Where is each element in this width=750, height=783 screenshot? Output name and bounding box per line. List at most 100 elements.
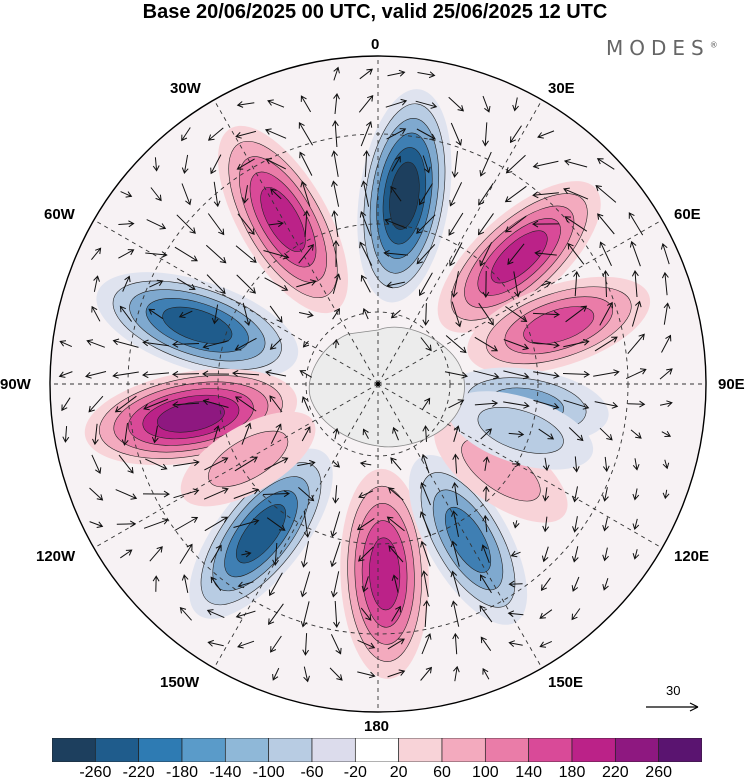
wind-arrow: [210, 576, 222, 591]
lon-label-60w: 60W: [44, 206, 75, 223]
wind-arrow: [384, 218, 407, 229]
wind-arrow: [452, 632, 460, 655]
wind-arrow: [151, 425, 159, 444]
wind-arrow: [660, 242, 670, 265]
wind-arrow: [451, 151, 459, 178]
brand-name: MODES: [606, 36, 710, 60]
wind-arrow: [237, 640, 255, 649]
wind-arrow: [118, 249, 135, 259]
wind-arrow: [542, 487, 550, 502]
wind-arrow: [416, 128, 436, 140]
wind-arrow: [418, 183, 433, 206]
wind-arrow: [563, 158, 588, 168]
wind-arrow: [567, 242, 585, 265]
south-pole-dot: [375, 381, 381, 387]
wind-arrow: [479, 151, 492, 177]
wind-arrow: [236, 274, 256, 294]
wind-arrow: [482, 122, 489, 147]
wind-arrow: [416, 214, 436, 234]
wind-arrow: [415, 100, 438, 109]
anomaly-negative: [448, 391, 594, 470]
wind-arrow: [358, 94, 374, 113]
wind-arrow: [142, 371, 170, 379]
wind-arrow: [267, 99, 285, 108]
wind-arrow: [332, 240, 340, 267]
wind-arrow: [149, 279, 164, 288]
wind-arrow: [181, 127, 191, 142]
wind-arrow: [362, 428, 369, 439]
wind-arrow: [420, 540, 431, 567]
wind-arrow: [298, 244, 314, 264]
wind-arrow: [599, 301, 613, 326]
wind-arrow: [269, 220, 284, 228]
wind-arrow: [632, 549, 640, 560]
wind-arrow: [268, 603, 284, 625]
wind-arrow: [450, 122, 462, 146]
wind-arrow: [332, 338, 340, 349]
wind-arrow: [115, 489, 138, 500]
map-border: [49, 55, 707, 713]
anomaly-positive: [467, 276, 651, 374]
wind-arrow: [302, 340, 310, 348]
wind-arrow: [118, 454, 134, 474]
colorbar-tick-label: 60: [433, 764, 451, 781]
wind-arrow: [473, 370, 500, 380]
reference-vector-label: 30: [666, 683, 681, 698]
wind-arrow: [507, 610, 524, 618]
wind-arrow: [571, 576, 580, 592]
wind-arrow: [449, 242, 463, 267]
wind-arrow: [532, 160, 559, 169]
wind-arrow: [173, 459, 200, 467]
wind-arrow: [93, 275, 100, 292]
wind-arrow: [233, 487, 260, 499]
wind-arrow: [630, 429, 642, 439]
wind-arrow: [172, 340, 200, 348]
wind-arrow: [448, 212, 464, 236]
wind-arrow: [419, 511, 432, 537]
wind-arrow: [451, 271, 459, 298]
wind-arrow: [236, 101, 255, 108]
wind-arrow: [568, 427, 584, 442]
wind-arrow: [421, 633, 432, 655]
wind-arrow: [631, 270, 639, 298]
wind-arrow: [173, 488, 200, 499]
lon-label-60e: 60E: [674, 206, 701, 223]
wind-arrow: [631, 300, 642, 327]
wind-arrow: [481, 544, 490, 563]
wind-arrow: [539, 640, 553, 648]
meridian: [213, 383, 379, 669]
wind-arrow: [513, 271, 521, 298]
wind-arrow: [359, 460, 372, 468]
meridian: [377, 219, 663, 385]
wind-arrow: [120, 191, 133, 198]
wind-arrow: [391, 605, 401, 622]
wind-arrow: [120, 549, 133, 559]
wind-arrow: [300, 571, 311, 598]
wind-arrow: [573, 270, 580, 297]
wind-arrow: [265, 369, 287, 377]
wind-arrow: [172, 370, 200, 378]
wind-arrow: [482, 456, 490, 471]
colorbar-swatch: [528, 738, 573, 762]
wind-arrow: [121, 423, 129, 446]
wind-arrow: [272, 542, 279, 566]
wind-arrow: [451, 510, 459, 537]
wind-arrow: [91, 305, 101, 322]
wind-arrow: [298, 311, 314, 318]
wind-arrow: [360, 180, 370, 207]
wind-arrow: [563, 338, 590, 348]
wind-arrow: [416, 244, 436, 265]
colorbar-swatch: [94, 738, 140, 762]
wind-arrow: [538, 428, 555, 440]
wind-arrow: [300, 95, 312, 113]
wind-arrow: [661, 334, 672, 353]
wind-arrow: [241, 185, 249, 204]
wind-arrow: [572, 486, 579, 503]
wind-arrow: [360, 274, 371, 293]
wind-arrow: [539, 609, 553, 619]
wind-arrow: [299, 370, 313, 378]
wind-arrow: [663, 302, 671, 325]
wind-arrow: [512, 520, 520, 529]
wind-arrow: [176, 214, 196, 234]
wind-arrow: [85, 371, 107, 379]
